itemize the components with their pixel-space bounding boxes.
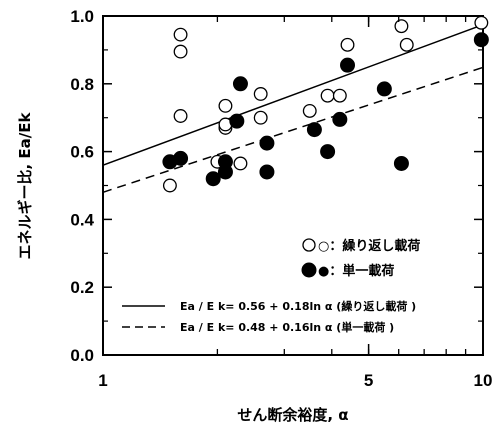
y-tick-label: 0.0: [70, 346, 94, 365]
point-single-load: [217, 164, 233, 180]
point-single-load: [393, 155, 409, 171]
legend-solid-label: Ea / E k= 0.56 + 0.18ln α (繰り返し載荷 ): [180, 299, 416, 313]
point-single-load: [376, 81, 392, 97]
point-cyclic-load: [162, 178, 177, 193]
legend-filled-label: ●：単一載荷: [318, 263, 394, 279]
y-axis-ticks: 0.0 0.2 0.4 0.6 0.8 1.0: [70, 7, 483, 365]
x-tick-label: 1: [98, 371, 107, 390]
y-tick-label: 0.6: [70, 143, 94, 162]
y-tick-label: 1.0: [70, 7, 94, 26]
legend: ○：繰り返し載荷 ●：単一載荷 Ea / E k= 0.56 + 0.18ln …: [122, 238, 420, 334]
x-tick-label: 10: [474, 371, 493, 390]
point-cyclic-load: [233, 156, 248, 171]
legend-filled-circle-marker: [301, 262, 317, 278]
point-single-load: [205, 171, 221, 187]
fit-lines: [102, 23, 484, 193]
point-cyclic-load: [173, 109, 188, 123]
point-cyclic-load: [394, 19, 409, 34]
y-tick-label: 0.4: [70, 210, 94, 229]
x-axis-label: せん断余裕度, α: [237, 406, 348, 424]
point-cyclic-load: [302, 103, 317, 118]
point-cyclic-load: [340, 37, 355, 52]
point-cyclic-load: [320, 88, 335, 103]
point-cyclic-load: [173, 44, 188, 59]
point-single-load: [340, 57, 356, 73]
point-single-load: [473, 32, 489, 48]
point-cyclic-load: [332, 88, 347, 103]
legend-open-circle-marker: [302, 238, 316, 252]
fit-line-single-load: [102, 66, 484, 193]
legend-open-label: ○：繰り返し載荷: [318, 238, 420, 254]
point-single-load: [259, 164, 275, 180]
point-cyclic-load: [253, 110, 268, 125]
x-tick-label: 5: [364, 371, 373, 390]
fit-line-cyclic-load: [102, 23, 484, 166]
legend-dashed-label: Ea / E k= 0.48 + 0.16ln α (単一載荷 ): [180, 320, 394, 334]
y-tick-label: 0.8: [70, 75, 94, 94]
point-single-load: [173, 150, 189, 166]
point-single-load: [332, 111, 348, 127]
point-cyclic-load: [173, 27, 188, 42]
point-cyclic-load: [399, 37, 414, 52]
data-points: [162, 15, 489, 193]
point-single-load: [259, 135, 275, 151]
point-single-load: [229, 113, 245, 129]
point-single-load: [232, 76, 248, 92]
y-axis-label: エネルギー比, Ea/Ek: [16, 111, 34, 259]
point-cyclic-load: [218, 98, 233, 113]
point-cyclic-load: [474, 15, 489, 30]
point-single-load: [320, 144, 336, 160]
y-tick-label: 0.2: [70, 278, 94, 297]
point-cyclic-load: [253, 87, 268, 101]
point-single-load: [306, 122, 322, 138]
x-axis-ticks: 1 5 10: [98, 16, 492, 390]
